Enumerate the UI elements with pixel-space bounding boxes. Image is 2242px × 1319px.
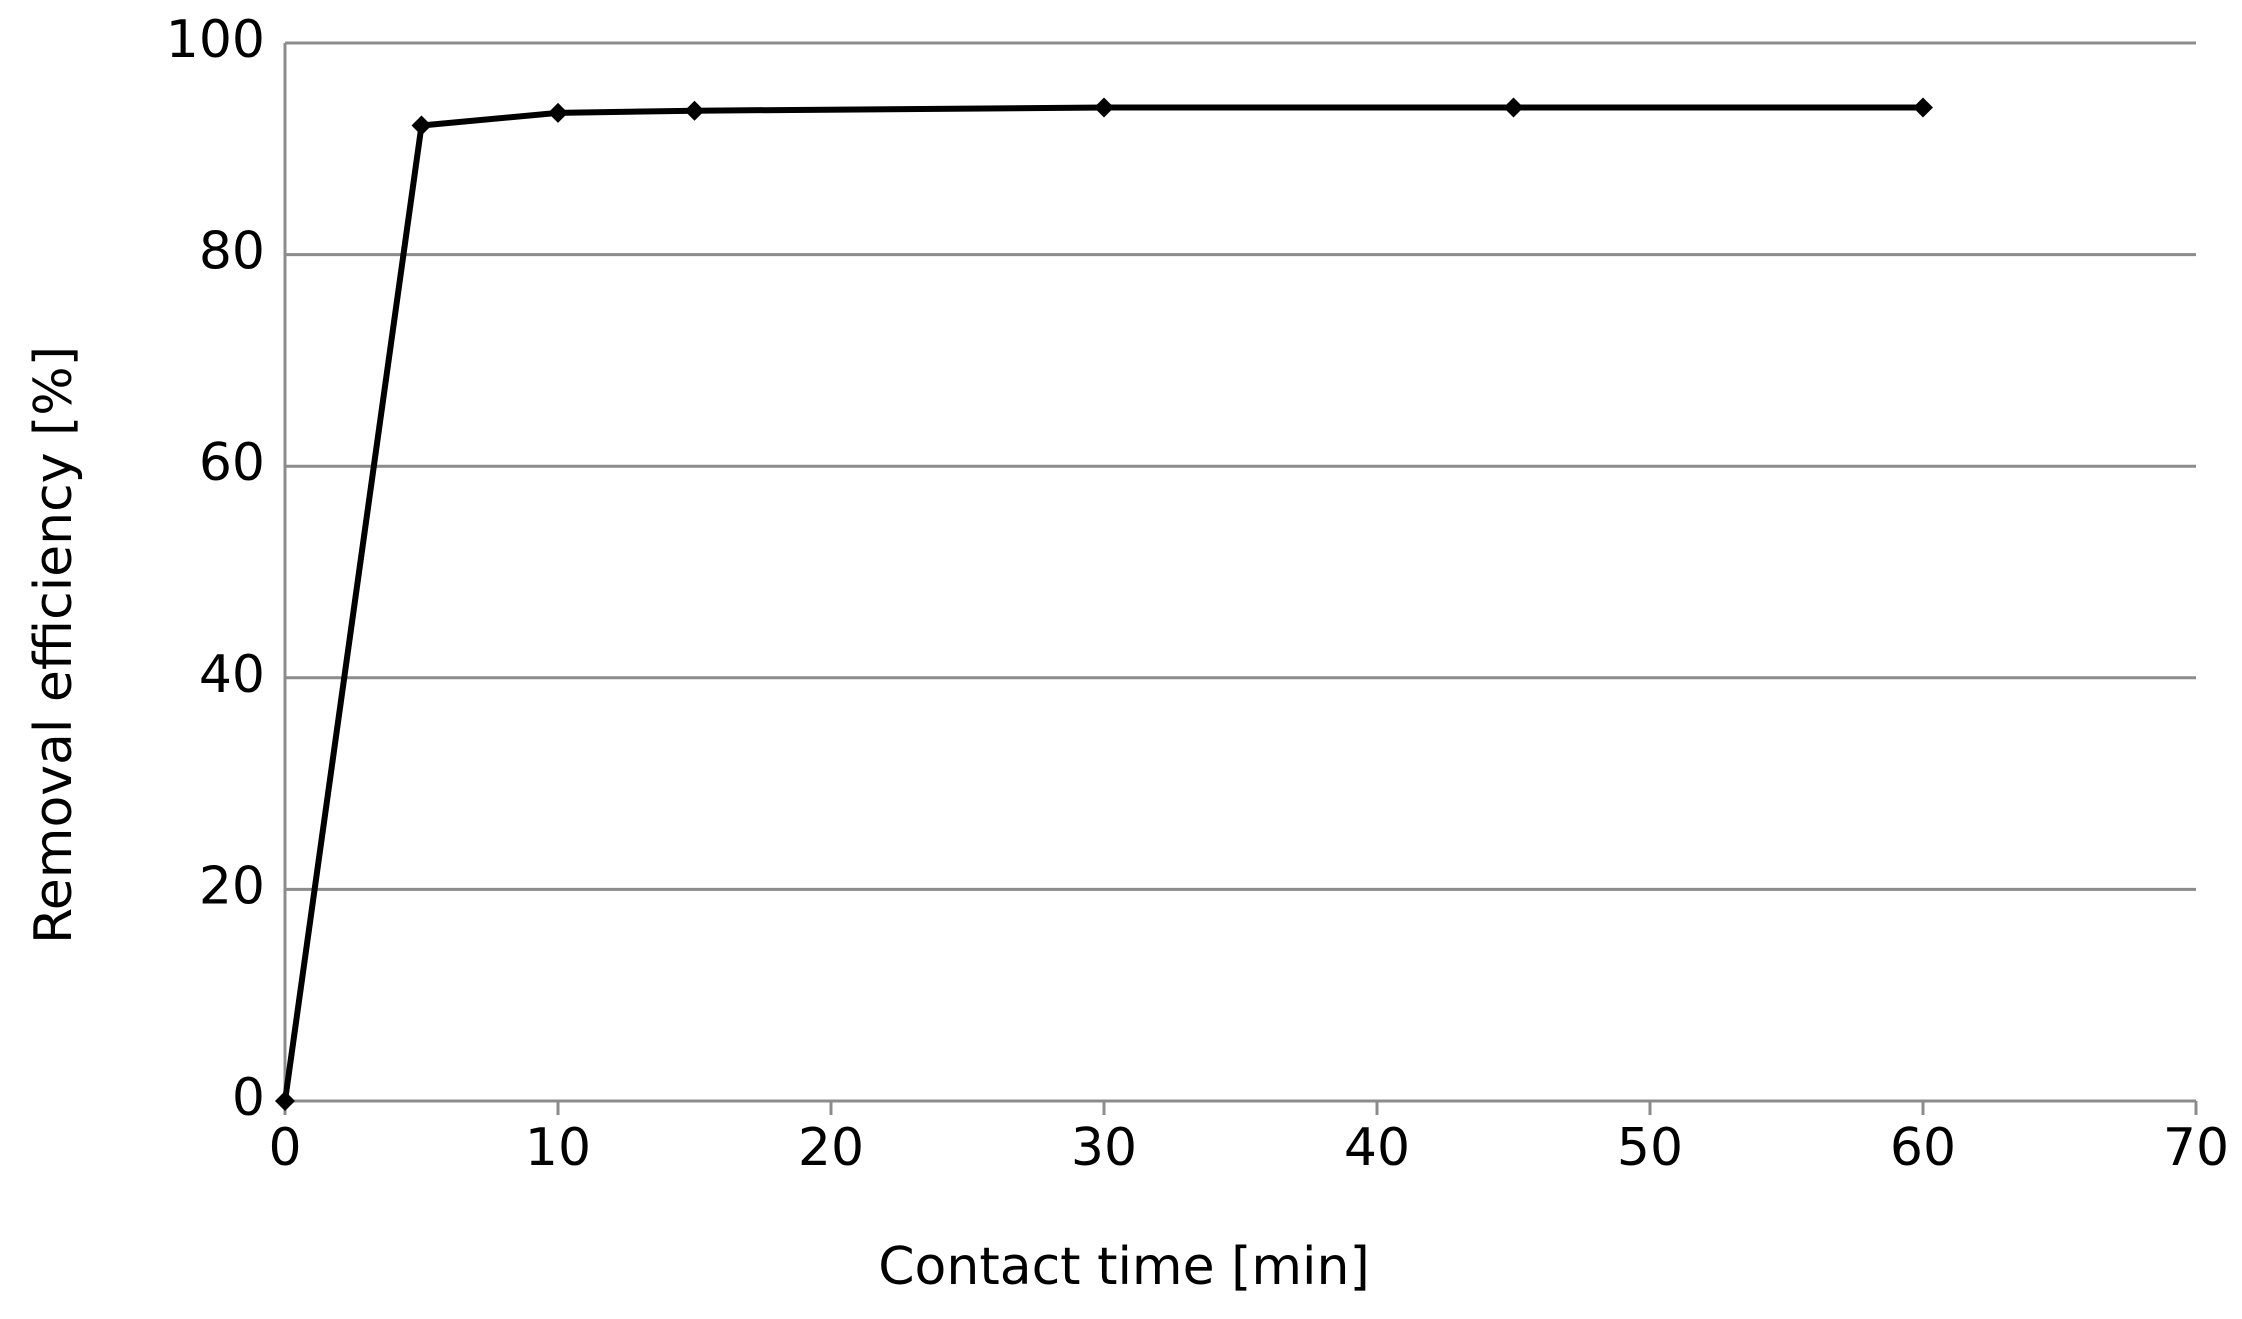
x-tick-label: 20 [798,1118,864,1178]
x-tick-label: 70 [2163,1118,2229,1178]
y-tick-label: 100 [166,10,265,70]
x-tick-label: 10 [525,1118,591,1178]
x-tick-label: 60 [1890,1118,1956,1178]
marker [1503,97,1524,118]
marker [548,102,568,123]
marker [275,1091,295,1111]
marker [684,100,705,121]
x-tick-label: 40 [1344,1118,1410,1178]
y-tick-label: 60 [199,433,265,493]
y-tick-label: 40 [199,645,265,705]
marker [411,115,432,136]
x-tick-label: 30 [1071,1118,1137,1178]
y-tick-label: 0 [232,1068,265,1128]
marker [1913,97,1933,118]
y-tick-label: 80 [199,222,265,282]
marker [1094,97,1114,118]
x-tick-label: 0 [268,1118,301,1178]
x-tick-label: 50 [1617,1118,1683,1178]
y-tick-label: 20 [199,856,265,916]
series-line [282,104,1923,1102]
x-axis-label: Contact time [min] [878,1237,1370,1297]
y-axis-label: Removal efficiency [%] [24,346,84,944]
